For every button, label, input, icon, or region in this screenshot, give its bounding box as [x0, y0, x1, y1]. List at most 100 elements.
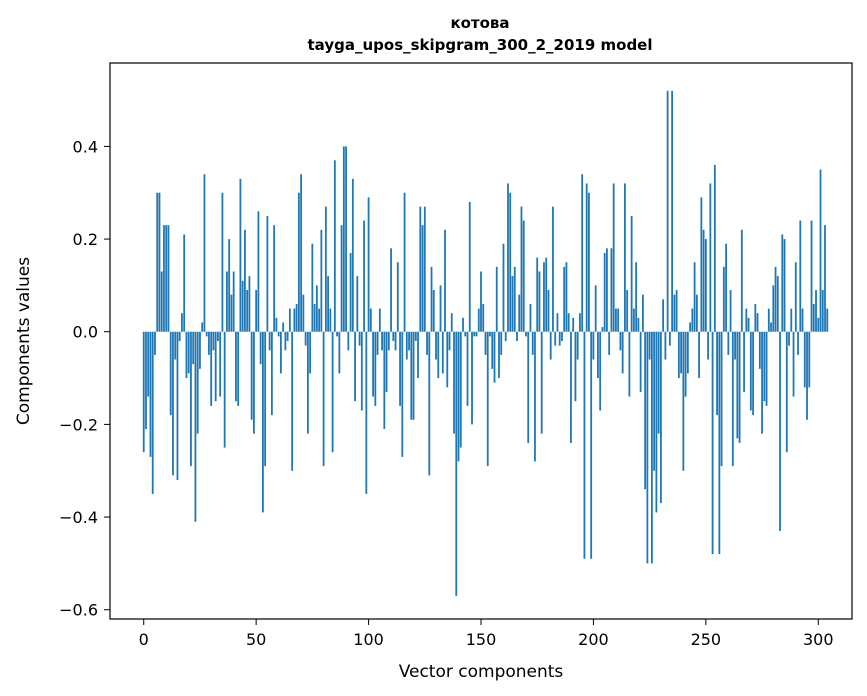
bar [561, 331, 563, 341]
bar [282, 322, 285, 332]
bar [360, 331, 363, 411]
bar [203, 174, 206, 332]
bar [264, 331, 267, 467]
bar [383, 331, 386, 430]
bar [534, 331, 536, 462]
bar [329, 308, 332, 332]
bar [821, 290, 824, 332]
bar [725, 243, 727, 332]
bars-group [142, 90, 829, 596]
bar [356, 276, 359, 332]
bar [414, 331, 417, 341]
x-axis-ticks: 0 50 100 150 200 250 300 [139, 619, 834, 649]
bar [502, 243, 505, 332]
bar [149, 331, 152, 457]
bar [817, 317, 820, 332]
bar [646, 331, 649, 564]
bar [372, 331, 374, 397]
bar [606, 248, 608, 332]
bar [176, 331, 179, 480]
bar [237, 331, 240, 406]
x-axis-label: Vector components [399, 662, 564, 682]
bar [576, 331, 579, 360]
bar [297, 192, 300, 332]
bar [700, 197, 703, 332]
bar [196, 331, 199, 434]
bar [351, 178, 354, 332]
bar [235, 331, 237, 402]
bar [727, 331, 730, 355]
bar [163, 225, 165, 332]
bar [185, 331, 188, 379]
bar [702, 229, 705, 332]
bar [790, 308, 793, 332]
bar [615, 308, 617, 332]
bar [630, 215, 633, 332]
bar [304, 331, 307, 346]
bar [734, 331, 736, 360]
bar [495, 266, 498, 332]
bar [156, 192, 159, 332]
bar [653, 331, 656, 471]
bar [279, 331, 282, 374]
bar [410, 331, 413, 420]
bar [396, 262, 399, 332]
y-tick-label: −0.6 [59, 601, 98, 620]
bar [284, 331, 287, 351]
bar [601, 327, 604, 332]
bar [754, 303, 757, 332]
bar [169, 331, 172, 416]
bar [345, 146, 347, 332]
bar [527, 331, 530, 443]
x-tick-label: 250 [691, 630, 722, 649]
bar [718, 331, 721, 555]
bar [767, 308, 770, 332]
bar [390, 248, 392, 332]
bar [691, 308, 694, 332]
bar [707, 331, 709, 360]
bar [520, 206, 523, 332]
bar [779, 331, 781, 531]
bar [603, 252, 606, 332]
bar [376, 331, 379, 355]
bar [664, 331, 667, 360]
bar [579, 313, 581, 332]
bar [507, 183, 509, 332]
bar [248, 276, 251, 332]
bar [446, 331, 449, 388]
bar [538, 271, 541, 332]
bar [713, 164, 716, 332]
bar [792, 331, 795, 397]
bar [621, 331, 624, 374]
y-tick-label: −0.4 [59, 508, 98, 527]
bar [738, 331, 741, 443]
bar [729, 290, 732, 332]
x-tick-label: 150 [466, 630, 497, 649]
bar [752, 331, 754, 416]
bar [241, 280, 244, 332]
bar [194, 331, 197, 522]
bar [201, 322, 204, 332]
bar [659, 331, 662, 504]
bar [639, 331, 642, 392]
bar [183, 234, 186, 332]
bar [219, 331, 222, 397]
bar [374, 331, 377, 406]
bar [286, 331, 289, 341]
bar [641, 294, 644, 332]
bar [466, 331, 469, 406]
bar [311, 243, 314, 332]
bar [428, 331, 431, 476]
bar [799, 220, 802, 332]
bar [277, 331, 280, 337]
bar [540, 331, 543, 434]
bar [172, 331, 174, 476]
bar [239, 178, 242, 332]
bar [435, 331, 437, 360]
bar [574, 331, 577, 402]
bar [628, 331, 631, 397]
bar [430, 266, 433, 332]
bar [801, 308, 804, 332]
bar [686, 331, 689, 374]
